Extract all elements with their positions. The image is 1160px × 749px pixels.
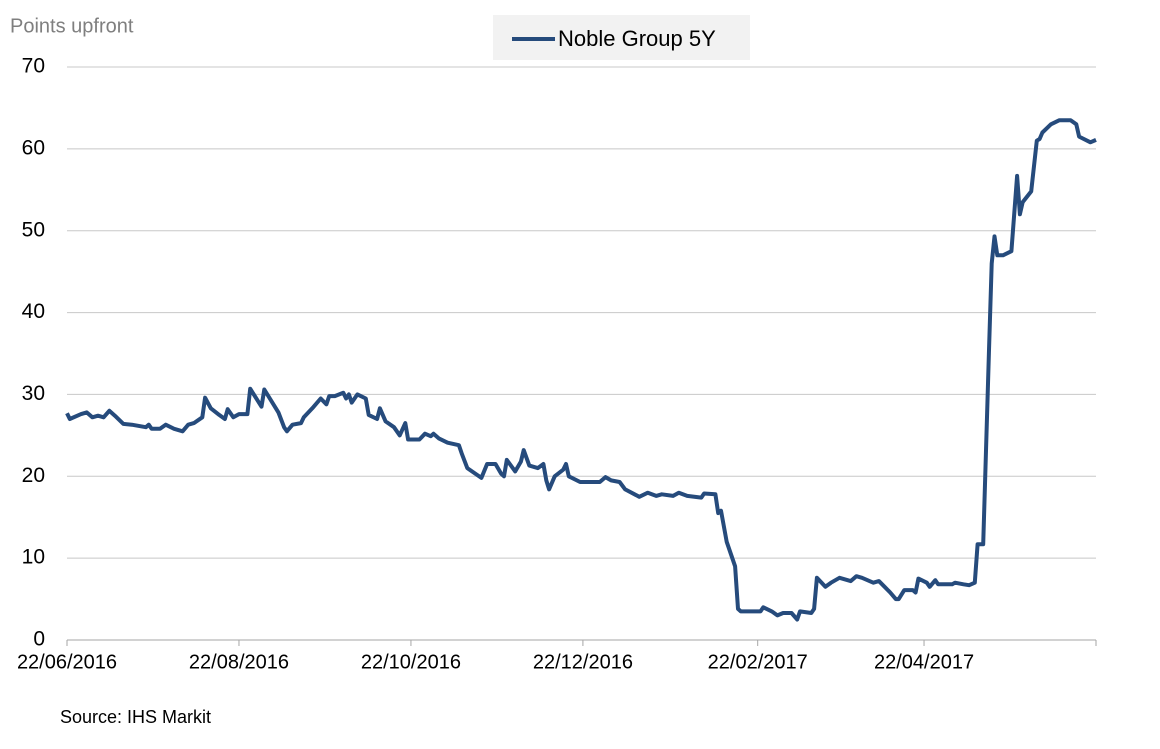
y-tick-label: 70	[22, 55, 45, 78]
x-tick-label: 22/12/2016	[533, 651, 633, 673]
y-tick-label: 10	[22, 546, 45, 569]
y-tick-label: 60	[22, 136, 45, 159]
x-tick-label: 22/04/2017	[874, 651, 974, 673]
legend-label: Noble Group 5Y	[558, 26, 716, 51]
x-tick-label: 22/08/2016	[189, 651, 289, 673]
source-note: Source: IHS Markit	[60, 707, 211, 727]
x-tick-label: 22/10/2016	[361, 651, 461, 673]
y-tick-label: 50	[22, 218, 45, 241]
data-line	[65, 118, 1097, 622]
y-axis-title: Points upfront	[10, 15, 134, 37]
x-tick-label: 22/02/2017	[708, 651, 808, 673]
y-tick-label: 40	[22, 300, 45, 323]
y-tick-label: 20	[22, 464, 45, 487]
x-tick-label: 22/06/2016	[17, 651, 117, 673]
y-tick-label: 30	[22, 382, 45, 405]
y-tick-label: 0	[33, 628, 45, 651]
